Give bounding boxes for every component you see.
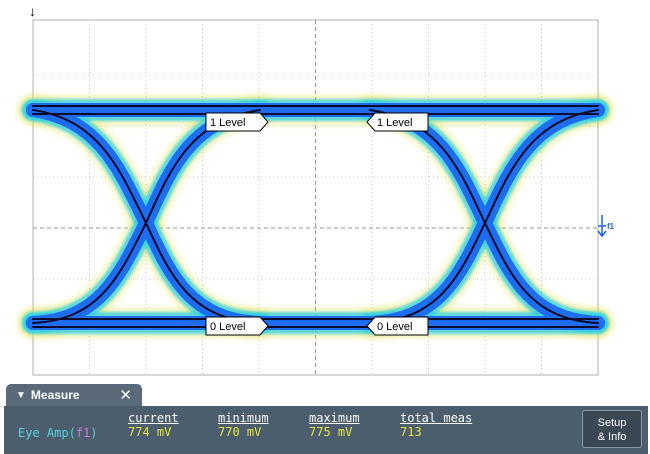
svg-text:1 Level: 1 Level (377, 117, 412, 129)
zero-level-tag-right: 0 Level (366, 316, 429, 336)
measure-panel: ▼ Measure ✕ Eye Amp(f1) current 774 mV m… (0, 384, 650, 454)
measure-table: Eye Amp(f1) current 774 mV minimum 770 m… (4, 406, 648, 454)
setup-info-button[interactable]: Setup & Info (582, 410, 642, 448)
column-header-minimum: minimum (218, 411, 269, 425)
eye-core-traces (32, 105, 599, 328)
column-header-current: current (128, 411, 179, 425)
parameter-source: f1 (75, 426, 91, 440)
svg-text:0 Level: 0 Level (377, 321, 412, 333)
close-icon[interactable]: ✕ (119, 387, 132, 404)
svg-text:0 Level: 0 Level (210, 321, 245, 333)
eye-diagram (18, 95, 613, 338)
value-maximum: 775 mV (309, 425, 353, 439)
chevron-down-icon[interactable]: ▼ (16, 389, 26, 401)
column-header-maximum: maximum (309, 411, 360, 425)
column-header-total-meas: total meas (400, 411, 473, 425)
measure-tab[interactable]: ▼ Measure ✕ (6, 384, 142, 406)
trigger-arrow-icon: ↓ (29, 3, 36, 19)
value-total-meas: 713 (400, 425, 422, 439)
parameter-label[interactable]: Eye Amp(f1) (18, 426, 98, 440)
zero-level-tag-left: 0 Level (205, 316, 269, 336)
svg-text:1 Level: 1 Level (210, 117, 245, 129)
one-level-tag-left: 1 Level (205, 112, 269, 132)
svg-text:f1: f1 (607, 222, 615, 231)
value-minimum: 770 mV (218, 425, 262, 439)
one-level-tag-right: 1 Level (366, 112, 429, 132)
waveform-display: 1 Level 1 Level 0 Level 0 Level ↓ f1 (18, 3, 615, 376)
value-current: 774 mV (128, 425, 172, 439)
channel-marker-icon: f1 (597, 215, 615, 238)
measure-tab-label: Measure (30, 388, 80, 402)
